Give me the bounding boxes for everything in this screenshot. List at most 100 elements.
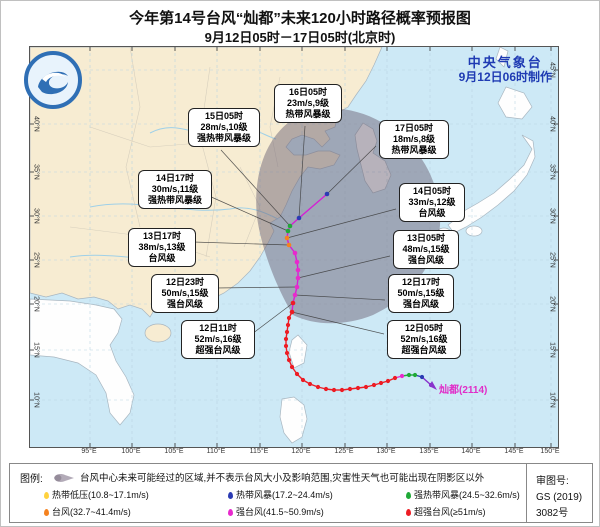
legend-intensity-dot-icon <box>406 492 411 499</box>
callout-time: 12日17时 <box>401 277 441 287</box>
lat-axis-label: 35°N <box>548 164 556 180</box>
lon-axis-label: 110°E <box>206 448 226 455</box>
callout-box: 16日05时 23m/s,9级 热带风暴级 <box>274 84 342 123</box>
lon-axis-label: 150°E <box>540 448 560 455</box>
legend-item: 超强台风(≥51m/s) <box>406 505 485 518</box>
japan-shikoku <box>465 225 483 237</box>
callout-wind: 30m/s,11级 <box>151 184 199 194</box>
lat-axis-label: 30°N <box>548 208 556 224</box>
legend-item: 台风(32.7~41.4m/s) <box>44 505 131 518</box>
callout-time: 13日17时 <box>142 231 182 241</box>
callout-box: 12日05时 52m/s,16级 超强台风级 <box>387 320 461 359</box>
legend-divider <box>526 464 527 522</box>
callout-level: 强台风级 <box>402 299 439 309</box>
legend-intensity-dot-icon <box>228 492 233 499</box>
weather-map: 中央气象台 9月12日06时制作 15日05时 28m/s,10级 强热带风暴级 16… <box>24 46 559 448</box>
callout-time: 12日23时 <box>165 277 205 287</box>
lon-axis-label: 145°E <box>504 448 524 455</box>
legend-item-label: 强热带风暴(24.5~32.6m/s) <box>414 490 520 500</box>
callout-time: 16日05时 <box>288 87 328 97</box>
axis-tick-marks <box>30 47 558 447</box>
legend-item: 强热带风暴(24.5~32.6m/s) <box>406 488 520 501</box>
agency-name: 中央气象台 <box>467 55 543 70</box>
map-audit-number: 审图号: GS (2019) 3082号 <box>536 474 592 522</box>
probability-cone <box>256 108 441 324</box>
typhoon-forecast-track <box>284 191 330 315</box>
page-subtitle: 9月12日05时－17日05时(北京时) <box>204 30 396 45</box>
callout-time: 12日11时 <box>199 323 237 333</box>
lon-axis-label: 140°E <box>461 448 481 455</box>
callout-level: 强热带风暴级 <box>147 195 202 205</box>
callout-time: 15日05时 <box>204 111 244 121</box>
callout-wind: 18m/s,8级 <box>392 134 436 144</box>
agency-credit: 中央气象台 9月12日06时制作 <box>459 55 552 85</box>
typhoon-history-track <box>283 309 437 393</box>
lat-axis-label: 15°N <box>32 342 40 358</box>
callout-level: 台风级 <box>418 208 446 218</box>
callout-leader-lines <box>192 125 397 335</box>
sakhalin <box>495 47 509 68</box>
callout-level: 热带风暴级 <box>391 145 437 155</box>
lon-axis-label: 105°E <box>164 448 184 455</box>
legend-item: 热带低压(10.8~17.1m/s) <box>44 488 149 501</box>
cone-legend-icon <box>52 471 76 489</box>
lat-axis-label: 15°N <box>548 342 556 358</box>
callout-level: 热带风暴级 <box>285 109 331 119</box>
taiwan-island <box>288 334 308 369</box>
lat-axis-label: 10°N <box>32 392 40 408</box>
legend-item-label: 热带低压(10.8~17.1m/s) <box>52 490 149 500</box>
agency-issued-time: 9月12日06时制作 <box>458 70 552 84</box>
lon-axis-label: 115°E <box>249 448 269 455</box>
callout-box: 15日05时 28m/s,10级 强热带风暴级 <box>188 108 260 147</box>
callout-box: 12日17时 50m/s,15级 强台风级 <box>388 274 454 313</box>
audit-number: GS (2019) 3082号 <box>536 492 583 519</box>
callout-time: 12日05时 <box>404 323 444 333</box>
callout-wind: 52m/s,16级 <box>194 334 242 344</box>
legend-intensity-dot-icon <box>228 509 233 516</box>
legend-item: 热带风暴(17.2~24.4m/s) <box>228 488 333 501</box>
callout-wind: 48m/s,15级 <box>402 244 450 254</box>
callout-level: 强台风级 <box>407 255 444 265</box>
callout-box: 17日05时 18m/s,8级 热带风暴级 <box>379 120 449 159</box>
legend-box: 图例: 台风中心未来可能经过的区域,并不表示台风大小及影响范围,灾害性天气也可能… <box>9 463 593 523</box>
lat-axis-label: 20°N <box>548 296 556 312</box>
callout-box: 12日11时 52m/s,16级 超强台风级 <box>181 320 255 359</box>
page-title: 今年第14号台风“灿都”未来120小时路径概率预报图 <box>129 10 471 27</box>
callout-wind: 38m/s,13级 <box>138 242 186 252</box>
legend-intensity-dot-icon <box>406 509 411 516</box>
lat-axis-label: 40°N <box>548 116 556 132</box>
callout-wind: 52m/s,16级 <box>400 334 448 344</box>
callout-level: 台风级 <box>148 253 176 263</box>
callout-box: 14日05时 33m/s,12级 台风级 <box>399 183 465 222</box>
callout-time: 13日05时 <box>406 233 446 243</box>
indochina <box>30 298 135 426</box>
callout-box: 13日05时 48m/s,15级 强台风级 <box>393 230 459 269</box>
callout-time: 17日05时 <box>394 123 434 133</box>
audit-label: 审图号: <box>536 476 569 487</box>
legend-item: 强台风(41.5~50.9m/s) <box>228 505 324 518</box>
callout-box: 13日17时 38m/s,13级 台风级 <box>128 228 196 267</box>
legend-item-label: 台风(32.7~41.4m/s) <box>52 507 131 517</box>
legend-title: 图例: <box>20 474 43 485</box>
callout-wind: 28m/s,10级 <box>200 122 248 132</box>
legend-intensity-dot-icon <box>44 509 49 516</box>
lon-axis-label: 100°E <box>121 448 141 455</box>
lon-axis-label: 135°E <box>419 448 439 455</box>
callout-wind: 23m/s,9级 <box>286 98 330 108</box>
callout-wind: 33m/s,12级 <box>408 197 456 207</box>
callout-wind: 50m/s,15级 <box>397 288 445 298</box>
callout-level: 超强台风级 <box>401 345 447 355</box>
lat-axis-label: 20°N <box>32 296 40 312</box>
lon-axis-label: 125°E <box>334 448 354 455</box>
cma-logo-icon <box>22 49 84 116</box>
lat-axis-label: 40°N <box>32 116 40 132</box>
cone-legend-text: 台风中心未来可能经过的区域,并不表示台风大小及影响范围,灾害性天气也可能出现在阴… <box>80 473 485 484</box>
lat-axis-label: 10°N <box>548 392 556 408</box>
legend-item-label: 热带风暴(17.2~24.4m/s) <box>236 490 333 500</box>
lon-axis-label: 95°E <box>81 448 97 455</box>
callout-time: 14日05时 <box>412 186 452 196</box>
legend-intensity-dot-icon <box>44 492 49 499</box>
callout-time: 14日17时 <box>155 173 195 183</box>
callout-box: 12日23时 50m/s,15级 强台风级 <box>151 274 219 313</box>
